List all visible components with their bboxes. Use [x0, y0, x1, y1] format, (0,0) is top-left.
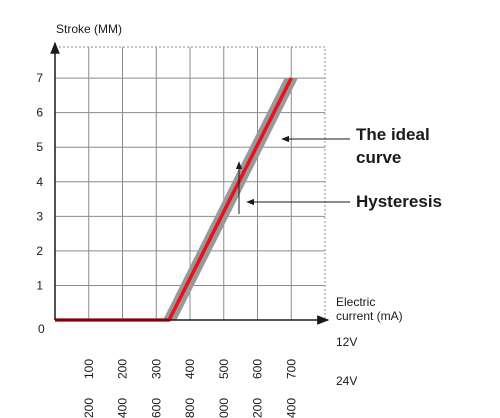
y-tick-label: 7 [36, 71, 43, 85]
x-tick-label-24v: 200 [82, 398, 96, 418]
x-axis-title-line1: Electric [336, 295, 375, 309]
y-tick-label: 5 [36, 140, 43, 154]
x-tick-label-12v: 600 [251, 359, 265, 379]
frame-outline [55, 46, 326, 320]
x-axis-title-line2: current (mA) [336, 309, 403, 323]
x-tick-label-12v: 300 [149, 359, 163, 379]
x-tick-label-12v: 700 [284, 359, 298, 379]
x-tick-label-24v: 400 [116, 398, 130, 418]
ideal-curve [55, 77, 293, 322]
y-tick-label: 3 [36, 209, 43, 223]
x-tick-label-24v: 1000 [217, 398, 231, 418]
x-tick-label-12v: 200 [116, 359, 130, 379]
y-tick-label: 1 [36, 278, 43, 292]
axes [50, 41, 330, 325]
x-tick-label-24v: 600 [149, 398, 163, 418]
x-tick-label-12v: 500 [217, 359, 231, 379]
tick-labels: 1 2 3 4 5 6 7 100 200 300 400 500 600 700 200 400 600 800… [36, 71, 298, 418]
ideal-curve-layer [55, 77, 293, 322]
y-tick-label: 6 [36, 106, 43, 120]
origin-label: 0 [38, 322, 45, 336]
x-tick-label-24v: 800 [183, 398, 197, 418]
x-tick-label-24v: 1200 [251, 398, 265, 418]
y-axis-title: Stroke (MM) [56, 22, 122, 36]
scale-label-24v: 24V [336, 374, 357, 388]
x-tick-label-24v: 1400 [284, 398, 298, 418]
plot-frame [55, 46, 326, 320]
y-tick-label: 2 [36, 244, 43, 258]
scale-label-12v: 12V [336, 335, 357, 349]
annotation-ideal-line1: The ideal [356, 125, 430, 144]
annotation-ideal-line2: curve [356, 148, 401, 167]
x-tick-label-12v: 400 [183, 359, 197, 379]
y-tick-label: 4 [36, 175, 43, 189]
annotation-hysteresis: Hysteresis [356, 192, 442, 211]
x-tick-label-12v: 100 [82, 359, 96, 379]
